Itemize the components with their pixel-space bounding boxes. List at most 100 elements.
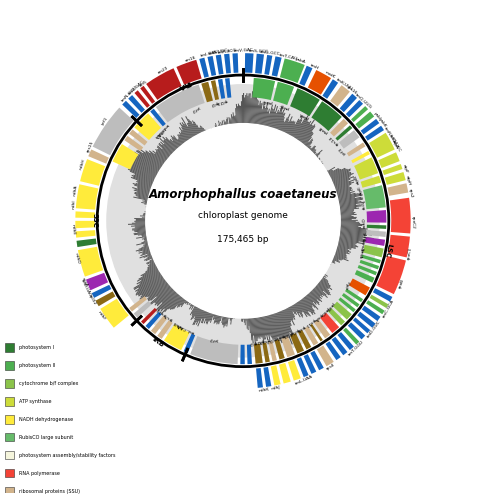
Wedge shape [124, 136, 143, 151]
Wedge shape [139, 268, 158, 280]
Text: rps15: rps15 [86, 140, 94, 153]
Wedge shape [323, 275, 327, 278]
Wedge shape [314, 286, 324, 296]
Wedge shape [373, 288, 392, 302]
Wedge shape [345, 288, 363, 302]
Wedge shape [229, 118, 231, 124]
Wedge shape [332, 172, 351, 182]
Wedge shape [254, 100, 258, 124]
Wedge shape [133, 176, 153, 185]
Wedge shape [173, 137, 181, 146]
Wedge shape [231, 114, 233, 124]
Wedge shape [283, 122, 289, 132]
Wedge shape [250, 318, 252, 340]
Wedge shape [280, 122, 285, 132]
Wedge shape [139, 250, 150, 254]
Wedge shape [126, 158, 157, 175]
Wedge shape [218, 126, 219, 127]
Text: ycf3: ycf3 [338, 146, 347, 156]
Wedge shape [140, 266, 157, 276]
Text: ycf2: ycf2 [208, 336, 218, 342]
Text: ycf4: ycf4 [361, 232, 366, 242]
Text: rpl23: rpl23 [216, 98, 228, 104]
Wedge shape [321, 163, 322, 164]
Wedge shape [273, 313, 282, 339]
Wedge shape [303, 297, 315, 312]
Wedge shape [339, 130, 360, 148]
Wedge shape [322, 163, 323, 164]
Wedge shape [340, 227, 368, 230]
Wedge shape [148, 282, 168, 297]
Wedge shape [245, 318, 246, 320]
Wedge shape [277, 312, 288, 338]
Wedge shape [220, 122, 222, 126]
Wedge shape [141, 280, 166, 299]
Wedge shape [134, 184, 151, 191]
Wedge shape [218, 124, 220, 126]
Wedge shape [178, 138, 183, 145]
Text: ndhJ: ndhJ [270, 385, 280, 391]
Wedge shape [256, 317, 260, 338]
Wedge shape [192, 308, 201, 325]
Wedge shape [271, 314, 281, 342]
Wedge shape [134, 152, 161, 170]
Wedge shape [247, 344, 252, 364]
Wedge shape [343, 328, 359, 344]
Wedge shape [151, 316, 167, 334]
Text: rpoC1: rpoC1 [407, 247, 413, 260]
Wedge shape [134, 230, 146, 232]
Wedge shape [190, 120, 198, 135]
Wedge shape [329, 169, 341, 176]
Wedge shape [390, 198, 411, 234]
Wedge shape [339, 200, 358, 205]
Wedge shape [300, 126, 313, 142]
Wedge shape [320, 313, 339, 333]
Wedge shape [236, 104, 238, 124]
Wedge shape [143, 254, 152, 258]
Wedge shape [300, 299, 310, 312]
Text: Amorphophallus coaetaneus: Amorphophallus coaetaneus [149, 188, 337, 200]
Wedge shape [275, 312, 286, 342]
Wedge shape [129, 296, 147, 312]
Wedge shape [337, 246, 348, 250]
Wedge shape [332, 175, 351, 184]
Wedge shape [326, 170, 328, 172]
Text: atpA: atpA [391, 139, 399, 149]
Wedge shape [317, 284, 331, 296]
Wedge shape [157, 291, 176, 310]
Wedge shape [134, 190, 150, 195]
Wedge shape [340, 218, 356, 219]
Wedge shape [321, 162, 323, 163]
Wedge shape [146, 260, 154, 264]
Wedge shape [190, 304, 192, 306]
Wedge shape [279, 120, 284, 131]
Wedge shape [148, 262, 156, 267]
Wedge shape [164, 294, 180, 312]
Wedge shape [301, 298, 313, 315]
Wedge shape [141, 241, 148, 244]
Wedge shape [328, 170, 333, 173]
Text: atpF: atpF [401, 164, 409, 174]
Wedge shape [240, 106, 242, 124]
Wedge shape [134, 193, 149, 198]
Text: NADH dehydrogenase: NADH dehydrogenase [19, 416, 73, 422]
Wedge shape [337, 242, 356, 248]
Wedge shape [299, 66, 312, 86]
Wedge shape [340, 215, 351, 216]
Wedge shape [335, 184, 351, 190]
Wedge shape [213, 314, 217, 324]
Wedge shape [208, 312, 212, 322]
Wedge shape [155, 290, 175, 311]
Text: rpl2: rpl2 [248, 340, 257, 344]
Wedge shape [139, 154, 161, 168]
Wedge shape [290, 306, 295, 314]
Wedge shape [139, 254, 152, 258]
Wedge shape [306, 294, 313, 302]
Wedge shape [334, 180, 349, 187]
Wedge shape [265, 316, 271, 336]
Wedge shape [288, 360, 301, 380]
Wedge shape [289, 124, 295, 136]
Wedge shape [222, 316, 225, 324]
Wedge shape [311, 290, 320, 298]
Wedge shape [127, 164, 156, 179]
